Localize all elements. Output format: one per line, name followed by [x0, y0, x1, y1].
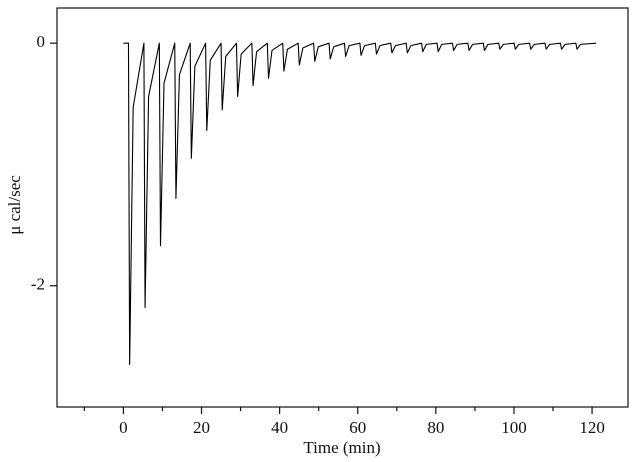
data-line: [123, 42, 597, 366]
plot-frame: [56, 7, 629, 408]
x-axis-label: Time (min): [303, 438, 380, 457]
x-tick-label: 0: [119, 418, 128, 437]
x-tick-label: 120: [579, 418, 605, 437]
y-axis-label: μ cal/sec: [5, 175, 24, 235]
x-tick-label: 40: [271, 418, 288, 437]
x-tick-label: 100: [501, 418, 527, 437]
y-tick-label: -2: [31, 275, 45, 294]
x-tick-label: 60: [349, 418, 366, 437]
y-tick-label: 0: [37, 32, 46, 51]
x-tick-label: 80: [427, 418, 444, 437]
x-tick-label: 20: [193, 418, 210, 437]
